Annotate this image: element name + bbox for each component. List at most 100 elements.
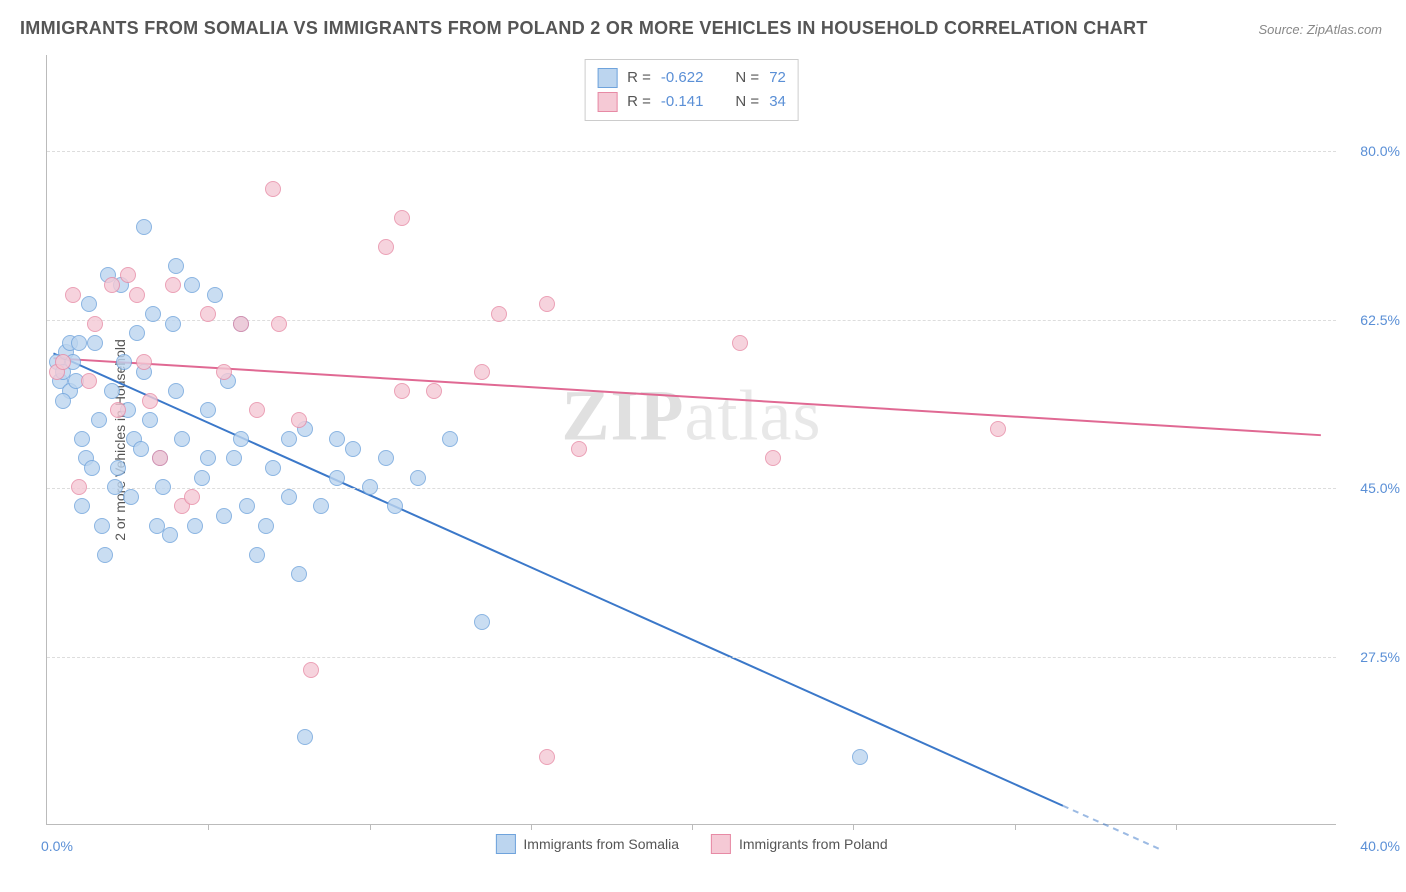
chart-plot-area: ZIPatlas 2 or more Vehicles in Household… — [46, 55, 1336, 825]
legend-r-label: R = — [627, 66, 651, 90]
trend-line-extrapolated — [1063, 806, 1160, 849]
legend-n-label: N = — [735, 90, 759, 114]
grid-line-h — [47, 488, 1336, 489]
scatter-point — [145, 306, 161, 322]
scatter-point — [233, 316, 249, 332]
scatter-point — [71, 335, 87, 351]
scatter-point — [81, 296, 97, 312]
scatter-point — [378, 450, 394, 466]
x-tick-mark — [531, 824, 532, 830]
scatter-point — [55, 354, 71, 370]
scatter-point — [110, 460, 126, 476]
scatter-point — [123, 489, 139, 505]
scatter-point — [291, 566, 307, 582]
scatter-point — [129, 325, 145, 341]
scatter-point — [94, 518, 110, 534]
legend-item-somalia: Immigrants from Somalia — [495, 834, 679, 854]
chart-title: IMMIGRANTS FROM SOMALIA VS IMMIGRANTS FR… — [20, 18, 1148, 39]
grid-line-h — [47, 657, 1336, 658]
scatter-point — [394, 383, 410, 399]
legend-item-poland: Immigrants from Poland — [711, 834, 888, 854]
scatter-point — [297, 729, 313, 745]
scatter-point — [194, 470, 210, 486]
legend-item-label: Immigrants from Somalia — [523, 836, 679, 852]
x-axis-max-label: 40.0% — [1360, 838, 1400, 854]
scatter-point — [142, 393, 158, 409]
scatter-point — [104, 383, 120, 399]
scatter-point — [265, 460, 281, 476]
scatter-point — [410, 470, 426, 486]
scatter-point — [387, 498, 403, 514]
x-axis-min-label: 0.0% — [41, 838, 73, 854]
scatter-point — [303, 662, 319, 678]
scatter-point — [110, 402, 126, 418]
trend-line — [53, 353, 1062, 805]
source-attribution: Source: ZipAtlas.com — [1258, 22, 1382, 37]
scatter-point — [329, 431, 345, 447]
scatter-point — [426, 383, 442, 399]
scatter-point — [281, 489, 297, 505]
scatter-point — [104, 277, 120, 293]
legend-r-label: R = — [627, 90, 651, 114]
scatter-point — [313, 498, 329, 514]
scatter-point — [474, 364, 490, 380]
scatter-point — [233, 431, 249, 447]
scatter-point — [65, 287, 81, 303]
scatter-point — [155, 479, 171, 495]
trend-line — [53, 358, 1320, 435]
scatter-point — [97, 547, 113, 563]
scatter-point — [732, 335, 748, 351]
scatter-point — [571, 441, 587, 457]
scatter-point — [142, 412, 158, 428]
legend-n-value-somalia: 72 — [769, 66, 786, 90]
legend-swatch-poland — [597, 92, 617, 112]
scatter-point — [84, 460, 100, 476]
scatter-point — [174, 431, 190, 447]
scatter-point — [265, 181, 281, 197]
scatter-point — [207, 287, 223, 303]
legend-correlation-box: R = -0.622 N = 72 R = -0.141 N = 34 — [584, 59, 799, 121]
legend-swatch-somalia — [597, 68, 617, 88]
scatter-point — [239, 498, 255, 514]
scatter-point — [200, 402, 216, 418]
scatter-point — [91, 412, 107, 428]
legend-n-value-poland: 34 — [769, 90, 786, 114]
scatter-point — [281, 431, 297, 447]
legend-n-label: N = — [735, 66, 759, 90]
scatter-point — [165, 316, 181, 332]
scatter-point — [249, 402, 265, 418]
scatter-point — [249, 547, 265, 563]
scatter-point — [329, 470, 345, 486]
scatter-point — [442, 431, 458, 447]
scatter-point — [136, 354, 152, 370]
scatter-point — [765, 450, 781, 466]
scatter-point — [258, 518, 274, 534]
scatter-point — [216, 508, 232, 524]
scatter-point — [291, 412, 307, 428]
scatter-point — [168, 383, 184, 399]
scatter-point — [200, 450, 216, 466]
scatter-point — [162, 527, 178, 543]
y-tick-label: 27.5% — [1360, 649, 1400, 665]
x-tick-mark — [370, 824, 371, 830]
scatter-point — [71, 479, 87, 495]
scatter-point — [74, 498, 90, 514]
legend-r-value-somalia: -0.622 — [661, 66, 704, 90]
scatter-point — [378, 239, 394, 255]
legend-r-value-poland: -0.141 — [661, 90, 704, 114]
scatter-point — [200, 306, 216, 322]
x-tick-mark — [692, 824, 693, 830]
x-tick-mark — [1015, 824, 1016, 830]
scatter-point — [55, 393, 71, 409]
scatter-point — [81, 373, 97, 389]
grid-line-h — [47, 151, 1336, 152]
scatter-point — [129, 287, 145, 303]
x-tick-mark — [1176, 824, 1177, 830]
legend-swatch-somalia-icon — [495, 834, 515, 854]
scatter-point — [120, 267, 136, 283]
scatter-point — [184, 277, 200, 293]
scatter-point — [165, 277, 181, 293]
scatter-point — [136, 219, 152, 235]
scatter-point — [184, 489, 200, 505]
scatter-point — [152, 450, 168, 466]
